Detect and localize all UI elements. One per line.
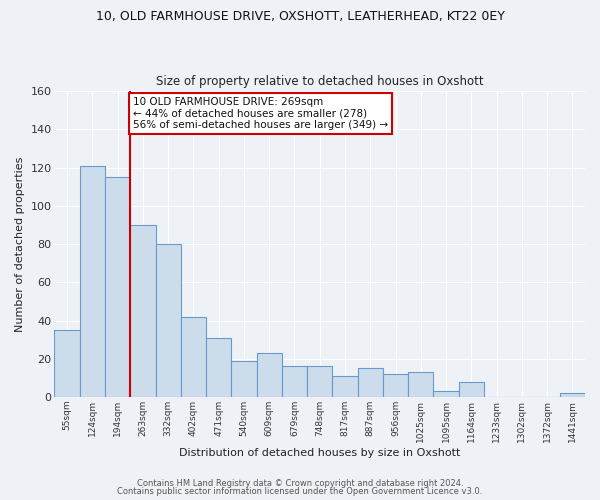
Bar bbox=[358, 368, 383, 397]
X-axis label: Distribution of detached houses by size in Oxshott: Distribution of detached houses by size … bbox=[179, 448, 460, 458]
Bar bbox=[232, 360, 257, 397]
Bar bbox=[307, 366, 332, 397]
Bar bbox=[433, 392, 458, 397]
Bar bbox=[206, 338, 232, 397]
Bar bbox=[130, 225, 155, 397]
Bar bbox=[560, 393, 585, 397]
Bar bbox=[458, 382, 484, 397]
Bar bbox=[282, 366, 307, 397]
Text: Contains HM Land Registry data © Crown copyright and database right 2024.: Contains HM Land Registry data © Crown c… bbox=[137, 478, 463, 488]
Y-axis label: Number of detached properties: Number of detached properties bbox=[15, 156, 25, 332]
Bar bbox=[181, 316, 206, 397]
Text: 10 OLD FARMHOUSE DRIVE: 269sqm
← 44% of detached houses are smaller (278)
56% of: 10 OLD FARMHOUSE DRIVE: 269sqm ← 44% of … bbox=[133, 97, 388, 130]
Bar bbox=[155, 244, 181, 397]
Bar bbox=[383, 374, 408, 397]
Bar bbox=[55, 330, 80, 397]
Bar bbox=[332, 376, 358, 397]
Text: 10, OLD FARMHOUSE DRIVE, OXSHOTT, LEATHERHEAD, KT22 0EY: 10, OLD FARMHOUSE DRIVE, OXSHOTT, LEATHE… bbox=[95, 10, 505, 23]
Text: Contains public sector information licensed under the Open Government Licence v3: Contains public sector information licen… bbox=[118, 487, 482, 496]
Title: Size of property relative to detached houses in Oxshott: Size of property relative to detached ho… bbox=[156, 76, 484, 88]
Bar bbox=[257, 353, 282, 397]
Bar bbox=[105, 177, 130, 397]
Bar bbox=[80, 166, 105, 397]
Bar bbox=[408, 372, 433, 397]
